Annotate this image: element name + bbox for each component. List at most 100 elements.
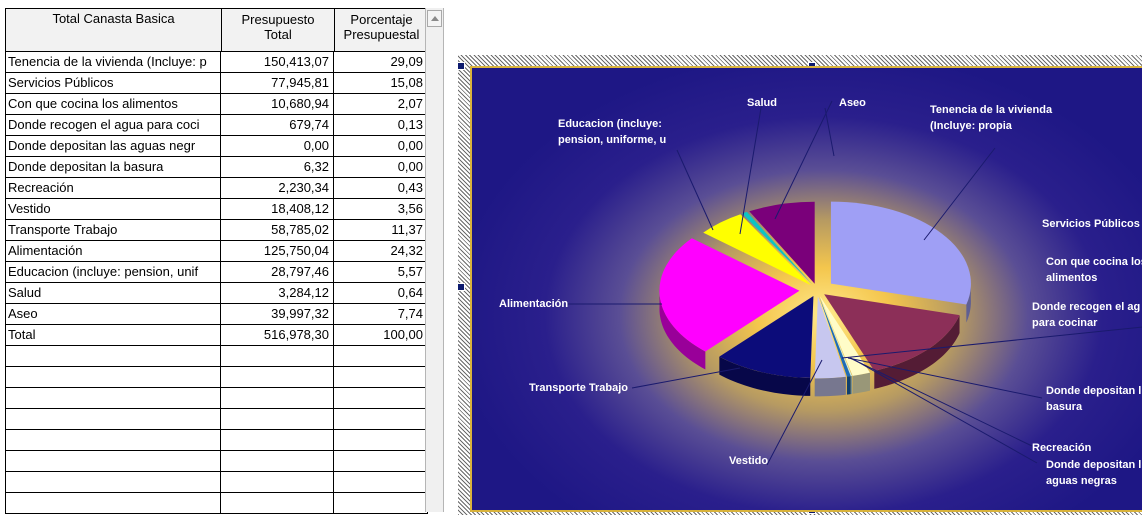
cell-percent[interactable]: 24,32 [334,241,428,262]
cell-percent[interactable] [334,430,428,451]
cell-category[interactable]: Total [5,325,221,346]
resize-handle[interactable] [457,283,465,291]
cell-percent[interactable] [334,493,428,514]
cell-category[interactable] [5,430,221,451]
table-row[interactable] [5,409,428,430]
table-row[interactable] [5,367,428,388]
cell-total[interactable]: 516,978,30 [221,325,334,346]
table-row[interactable]: Alimentación 125,750,04 24,32 [5,241,428,262]
cell-category[interactable] [5,346,221,367]
cell-category[interactable]: Educacion (incluye: pension, unif [5,262,221,283]
cell-total[interactable]: 2,230,34 [221,178,334,199]
cell-total[interactable]: 28,797,46 [221,262,334,283]
table-row[interactable] [5,472,428,493]
cell-percent[interactable] [334,388,428,409]
cell-category[interactable]: Aseo [5,304,221,325]
cell-percent[interactable]: 15,08 [334,73,428,94]
cell-percent[interactable] [334,409,428,430]
cell-percent[interactable] [334,451,428,472]
cell-category[interactable]: Transporte Trabajo [5,220,221,241]
table-row[interactable]: Donde depositan la basura 6,32 0,00 [5,157,428,178]
cell-category[interactable]: Tenencia de la vivienda (Incluye: p [5,52,221,73]
cell-category[interactable]: Con que cocina los alimentos [5,94,221,115]
table-row[interactable]: Transporte Trabajo 58,785,02 11,37 [5,220,428,241]
cell-total[interactable] [221,346,334,367]
leader-line [847,357,1043,399]
cell-percent[interactable]: 29,09 [334,52,428,73]
cell-category[interactable] [5,409,221,430]
table-row[interactable] [5,388,428,409]
table-row[interactable]: Donde depositan las aguas negr 0,00 0,00 [5,136,428,157]
cell-percent[interactable]: 2,07 [334,94,428,115]
cell-percent[interactable]: 0,13 [334,115,428,136]
header-total-canasta[interactable]: Total Canasta Basica [5,8,222,52]
cell-category[interactable]: Vestido [5,199,221,220]
cell-total[interactable]: 39,997,32 [221,304,334,325]
cell-percent[interactable]: 0,00 [334,157,428,178]
cell-category[interactable]: Alimentación [5,241,221,262]
cell-total[interactable] [221,367,334,388]
cell-category[interactable]: Servicios Públicos [5,73,221,94]
scroll-up-arrow-icon[interactable] [427,10,442,27]
cell-total[interactable] [221,451,334,472]
cell-total[interactable] [221,493,334,514]
cell-total[interactable] [221,388,334,409]
header-presupuesto[interactable]: Presupuesto Total [221,8,335,52]
cell-total[interactable] [221,409,334,430]
cell-percent[interactable] [334,472,428,493]
cell-percent[interactable]: 3,56 [334,199,428,220]
header-porcentaje[interactable]: Porcentaje Presupuestal [334,8,429,52]
table-row[interactable]: Salud 3,284,12 0,64 [5,283,428,304]
table-row[interactable] [5,430,428,451]
cell-total[interactable] [221,430,334,451]
table-row[interactable]: Tenencia de la vivienda (Incluye: p 150,4… [5,52,428,73]
cell-percent[interactable]: 0,64 [334,283,428,304]
table-row[interactable]: Donde recogen el agua para coci 679,74 0,1… [5,115,428,136]
table-row[interactable]: Aseo 39,997,32 7,74 [5,304,428,325]
cell-category[interactable] [5,472,221,493]
cell-percent[interactable]: 100,00 [334,325,428,346]
cell-total[interactable]: 77,945,81 [221,73,334,94]
pie-chart[interactable]: Tenencia de la vivienda (Incluye: propia … [470,66,1142,512]
cell-total[interactable]: 0,00 [221,136,334,157]
cell-percent[interactable]: 0,43 [334,178,428,199]
leader-line [631,367,741,389]
cell-category[interactable] [5,451,221,472]
table-row[interactable]: Vestido 18,408,12 3,56 [5,199,428,220]
cell-percent[interactable]: 11,37 [334,220,428,241]
cell-category[interactable] [5,367,221,388]
pie-slice [824,294,960,371]
cell-total[interactable]: 150,413,07 [221,52,334,73]
table-row[interactable]: Educacion (incluye: pension, unif 28,797,… [5,262,428,283]
table-row[interactable]: Total 516,978,30 100,00 [5,325,428,346]
cell-total[interactable]: 18,408,12 [221,199,334,220]
cell-total[interactable]: 3,284,12 [221,283,334,304]
table-row[interactable]: Con que cocina los alimentos 10,680,94 2,0… [5,94,428,115]
cell-category[interactable]: Donde depositan la basura [5,157,221,178]
cell-total[interactable]: 125,750,04 [221,241,334,262]
table-row[interactable]: Servicios Públicos 77,945,81 15,08 [5,73,428,94]
cell-category[interactable] [5,493,221,514]
table-row[interactable] [5,493,428,514]
cell-category[interactable]: Donde recogen el agua para coci [5,115,221,136]
cell-percent[interactable]: 5,57 [334,262,428,283]
cell-category[interactable]: Salud [5,283,221,304]
header-label: Porcentaje [350,12,413,27]
table-row[interactable] [5,451,428,472]
cell-category[interactable]: Recreación [5,178,221,199]
cell-total[interactable] [221,472,334,493]
cell-total[interactable]: 58,785,02 [221,220,334,241]
table-row[interactable] [5,346,428,367]
cell-percent[interactable]: 0,00 [334,136,428,157]
cell-category[interactable] [5,388,221,409]
vertical-scrollbar[interactable] [425,8,444,512]
cell-percent[interactable] [334,346,428,367]
cell-category[interactable]: Donde depositan las aguas negr [5,136,221,157]
cell-total[interactable]: 6,32 [221,157,334,178]
cell-percent[interactable] [334,367,428,388]
cell-total[interactable]: 679,74 [221,115,334,136]
resize-handle[interactable] [457,62,465,70]
table-row[interactable]: Recreación 2,230,34 0,43 [5,178,428,199]
cell-total[interactable]: 10,680,94 [221,94,334,115]
cell-percent[interactable]: 7,74 [334,304,428,325]
